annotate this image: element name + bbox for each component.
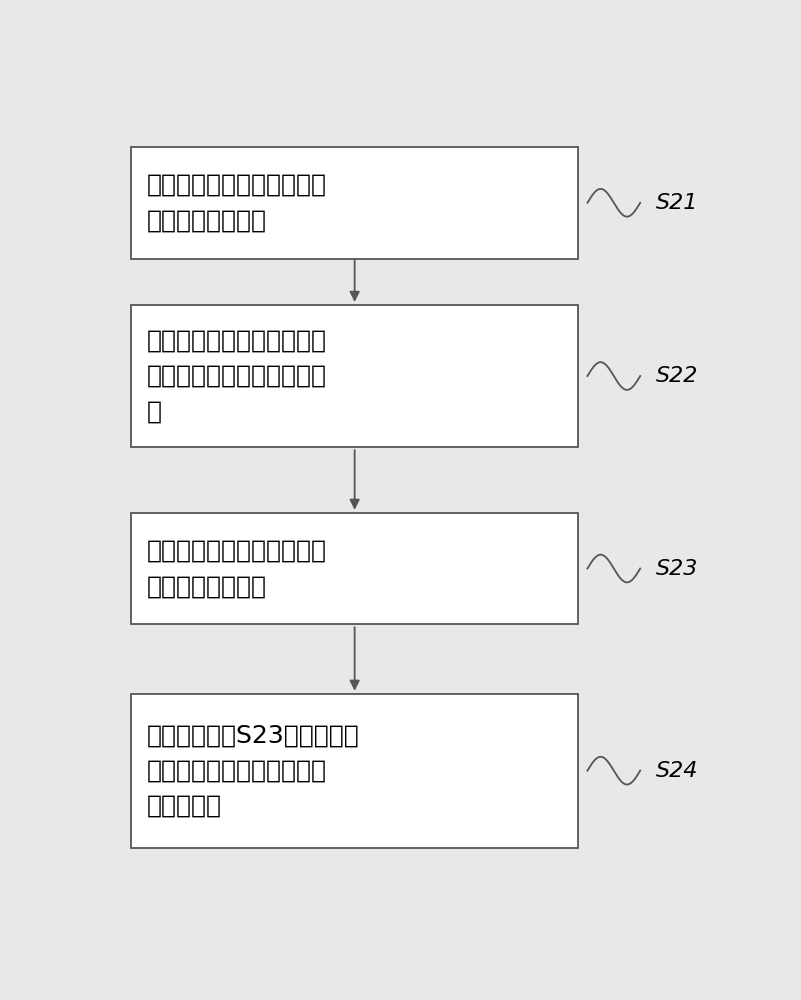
Text: S23: S23 (656, 559, 698, 579)
FancyBboxPatch shape (131, 513, 578, 624)
FancyBboxPatch shape (131, 305, 578, 447)
Text: 地面终端通过卫星定位功能
获得自身位置信息: 地面终端通过卫星定位功能 获得自身位置信息 (147, 173, 327, 232)
Text: S21: S21 (656, 193, 698, 213)
Text: S22: S22 (656, 366, 698, 386)
Text: S24: S24 (656, 761, 698, 781)
Text: 地面终端按照S23得到的时延
差，相对于波束中心提前发
送上行信号: 地面终端按照S23得到的时延 差，相对于波束中心提前发 送上行信号 (147, 723, 360, 818)
FancyBboxPatch shape (131, 147, 578, 259)
FancyBboxPatch shape (131, 694, 578, 848)
Text: 地面终端通过导频信号获取
卫星及卫星波束中心位置信
息: 地面终端通过导频信号获取 卫星及卫星波束中心位置信 息 (147, 329, 327, 423)
Text: 计算相对于波束中心到卫星
的信号传播时延差: 计算相对于波束中心到卫星 的信号传播时延差 (147, 539, 327, 598)
